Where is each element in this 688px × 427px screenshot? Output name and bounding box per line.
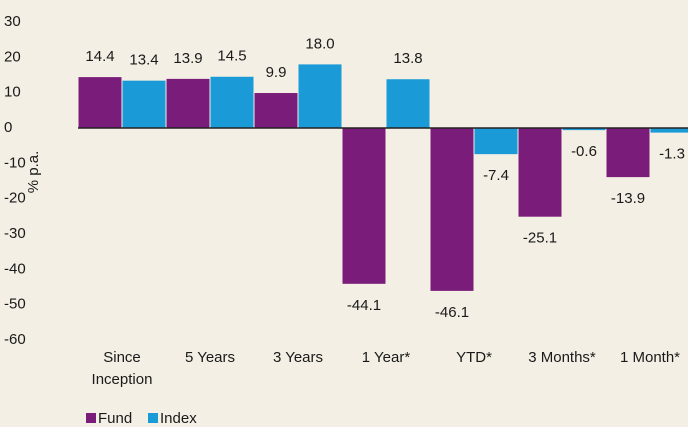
data-label: 14.4 <box>85 48 114 65</box>
bar <box>122 80 166 128</box>
x-tick-label: Since Inception <box>92 349 153 388</box>
legend-label: Index <box>160 410 197 427</box>
y-tick-label: -40 <box>4 260 26 277</box>
bar <box>650 128 688 133</box>
data-label: -1.3 <box>659 146 685 163</box>
x-tick-label: 5 Years <box>185 349 235 366</box>
y-tick-label: 10 <box>4 84 21 101</box>
legend-swatch <box>148 413 158 423</box>
x-tick-label: YTD* <box>456 349 492 366</box>
x-tick-label: 3 Years <box>273 349 323 366</box>
y-tick-label: -20 <box>4 190 26 207</box>
bar <box>430 128 474 291</box>
data-label: -25.1 <box>523 230 557 247</box>
data-label: -44.1 <box>347 297 381 314</box>
bar <box>386 79 430 128</box>
y-tick-label: 20 <box>4 48 21 65</box>
bar <box>342 128 386 284</box>
bar <box>606 128 650 178</box>
bar <box>562 128 606 131</box>
y-tick-label: -10 <box>4 154 26 171</box>
data-label: 14.5 <box>217 48 246 65</box>
data-label: 13.4 <box>129 52 158 69</box>
y-tick-label: -30 <box>4 225 26 242</box>
data-label: 18.0 <box>305 35 334 52</box>
x-tick-label: 1 Month* <box>620 349 680 366</box>
bar <box>78 77 122 128</box>
y-tick-label: 0 <box>4 119 12 136</box>
bar <box>298 64 342 128</box>
data-label: 9.9 <box>266 64 287 81</box>
x-tick-label: 1 Year* <box>362 349 411 366</box>
data-label: 13.9 <box>173 50 202 67</box>
bar <box>210 76 254 128</box>
y-tick-label: 30 <box>4 13 21 30</box>
data-label: -7.4 <box>483 167 509 184</box>
legend-swatch <box>86 413 96 423</box>
x-tick-label: 3 Months* <box>528 349 596 366</box>
bar <box>254 93 298 128</box>
data-label: -46.1 <box>435 304 469 321</box>
data-label: -13.9 <box>611 190 645 207</box>
y-axis-label: % p.a. <box>25 151 42 194</box>
bar <box>474 128 518 155</box>
bar <box>518 128 562 217</box>
legend-label: Fund <box>98 410 132 427</box>
data-label: 13.8 <box>393 50 422 67</box>
data-label: -0.6 <box>571 143 597 160</box>
bar <box>166 78 210 128</box>
y-tick-label: -60 <box>4 331 26 348</box>
y-tick-label: -50 <box>4 296 26 313</box>
